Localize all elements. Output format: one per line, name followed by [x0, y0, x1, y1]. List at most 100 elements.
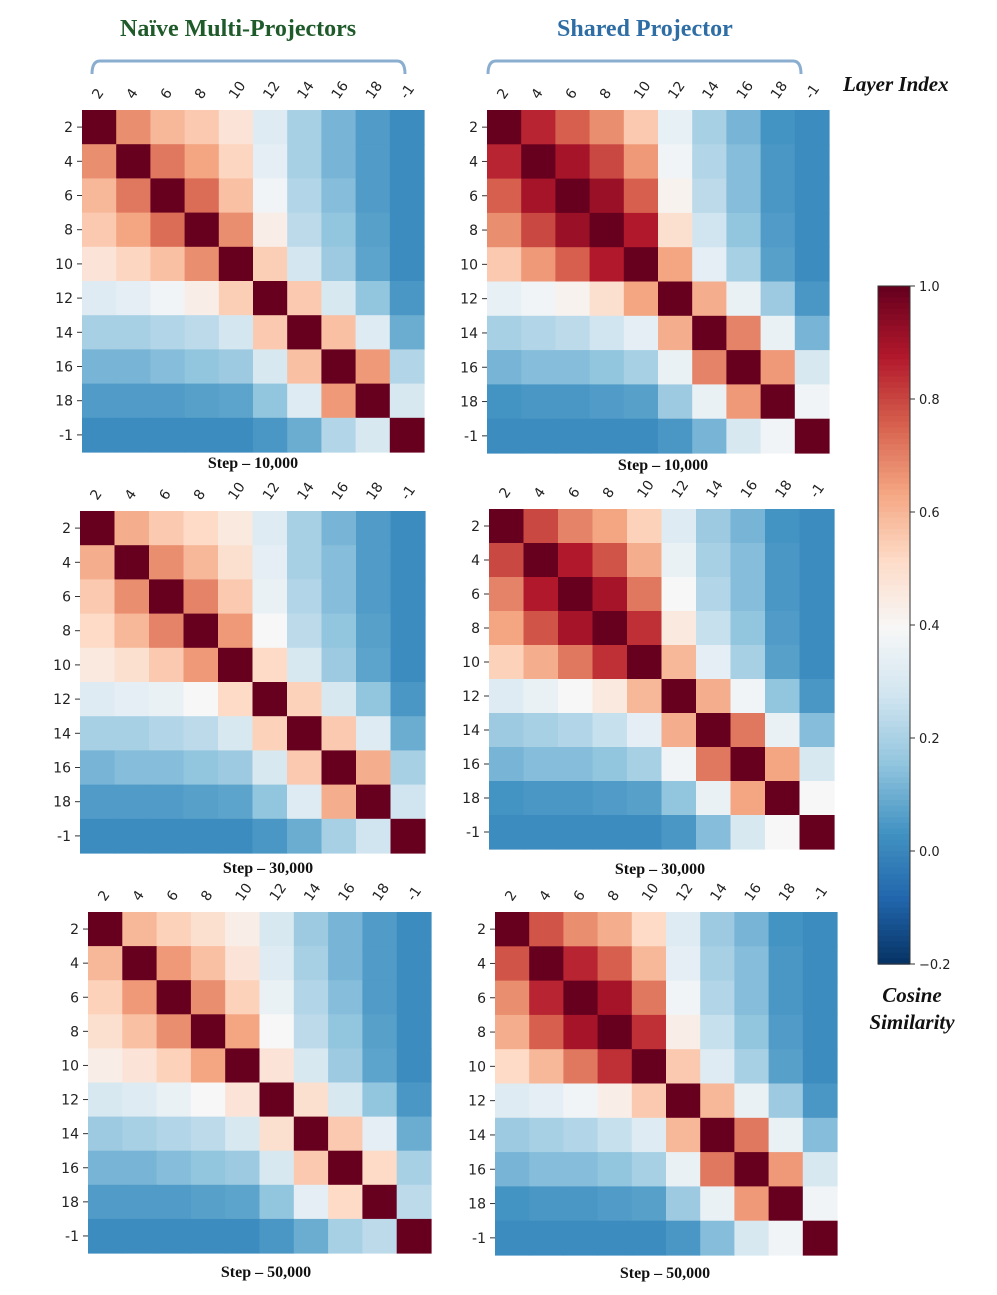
- heatmap-cell: [149, 784, 185, 820]
- heatmap-cell: [253, 144, 288, 179]
- y-tick-label: 8: [62, 624, 71, 640]
- heatmap-cell: [328, 1014, 363, 1049]
- heatmap-cell: [225, 1116, 261, 1152]
- heatmap-cell: [355, 110, 391, 145]
- heatmap-cell: [658, 315, 693, 351]
- colorbar-segment: [878, 342, 910, 349]
- y-tick-label: 10: [468, 1059, 486, 1075]
- heatmap-cell: [794, 350, 830, 385]
- colorbar-segment: [878, 766, 910, 773]
- colorbar-segment: [878, 845, 910, 852]
- heatmap-cell: [156, 1116, 192, 1152]
- heatmap-cell: [355, 178, 391, 214]
- heatmap-cell: [218, 647, 254, 683]
- heatmap-cell: [730, 781, 766, 816]
- heatmap-cell: [765, 509, 801, 544]
- heatmap-cell: [328, 1218, 363, 1254]
- heatmap-cell: [149, 818, 185, 854]
- heatmap-cell: [114, 716, 150, 751]
- heatmap-cell: [321, 545, 357, 580]
- heatmap-cell: [765, 781, 801, 816]
- x-tick-label: 4: [531, 485, 549, 502]
- heatmap-cell: [765, 815, 801, 850]
- heatmap-cell: [627, 509, 663, 544]
- heatmap-cell: [726, 212, 762, 248]
- heatmap-cell: [658, 350, 693, 385]
- heatmap-cell: [631, 980, 667, 1016]
- heatmap-cell: [321, 281, 357, 316]
- heatmap-cell: [631, 946, 667, 982]
- heatmap-cell: [218, 315, 254, 350]
- heatmap-cell: [661, 509, 697, 544]
- heatmap-cell: [521, 110, 556, 145]
- heatmap-cell: [293, 1218, 329, 1254]
- heatmap-cell: [114, 545, 150, 580]
- heatmap-cell: [259, 1048, 295, 1084]
- heatmap-cell: [658, 281, 693, 317]
- x-tick-label: 8: [600, 485, 618, 501]
- heatmap-cell: [362, 1218, 398, 1254]
- heatmap-cell: [726, 144, 762, 180]
- colorbar-segment: [878, 625, 910, 632]
- heatmap-cell: [730, 815, 766, 850]
- x-tick-label: -1: [810, 884, 831, 905]
- x-tick-label: -1: [807, 481, 828, 502]
- y-tick-label: 2: [477, 922, 486, 938]
- y-tick-label: 4: [70, 956, 79, 972]
- heatmap-cell: [661, 713, 697, 748]
- colorbar-title-line1: Cosine: [882, 983, 942, 1007]
- heatmap-cell: [293, 1014, 329, 1049]
- heatmap-cell: [252, 682, 288, 717]
- heatmap-cell: [321, 178, 357, 214]
- heatmap-cell: [156, 1150, 192, 1186]
- heatmap-cell: [592, 543, 628, 578]
- heatmap-cell: [80, 647, 116, 683]
- heatmap-cell: [184, 110, 220, 145]
- heatmap-cell: [631, 1083, 667, 1119]
- heatmap-cell: [356, 579, 392, 615]
- heatmap-cell: [487, 418, 522, 454]
- colorbar-segment: [878, 907, 910, 914]
- heatmap-cell: [259, 1184, 295, 1220]
- heatmap-cell: [389, 212, 425, 248]
- heatmap-cell: [218, 212, 254, 248]
- heatmap-cell: [696, 543, 732, 578]
- heatmap-cell: [589, 350, 625, 385]
- colorbar-segment: [878, 557, 910, 564]
- heatmap-cell: [82, 212, 117, 248]
- colorbar-segment: [878, 828, 910, 835]
- heatmap-cell: [563, 1117, 599, 1153]
- heatmap-cell: [356, 682, 392, 717]
- colorbar-segment: [878, 427, 910, 434]
- heatmap-cell: [700, 980, 735, 1016]
- heatmap-cell: [597, 1049, 633, 1085]
- x-tick-label: 10: [225, 480, 248, 504]
- colorbar-segment: [878, 884, 910, 892]
- colorbar-segment: [878, 800, 910, 807]
- heatmap-cell: [184, 246, 220, 282]
- heatmap-cell: [293, 912, 329, 947]
- heatmap-cell: [122, 1116, 158, 1152]
- heatmap-cell: [122, 1218, 158, 1254]
- heatmap-cell: [623, 281, 659, 317]
- heatmap-cell: [768, 912, 804, 947]
- heatmap-cell: [252, 818, 288, 854]
- heatmap-cell: [692, 384, 727, 420]
- y-tick-label: 2: [64, 120, 73, 136]
- heatmap-cell: [529, 1049, 564, 1085]
- heatmap-cell: [523, 679, 559, 714]
- y-tick-label: 4: [469, 154, 478, 170]
- heatmap-cell: [768, 946, 804, 982]
- heatmap-cell: [328, 1150, 363, 1186]
- heatmap-cell: [495, 946, 530, 982]
- heatmap-cell: [253, 246, 288, 282]
- heatmap-cell: [122, 1184, 158, 1220]
- colorbar-title-line2: Similarity: [869, 1010, 955, 1034]
- heatmap-cell: [328, 912, 363, 947]
- heatmap-cell: [700, 946, 735, 982]
- heatmap-cell: [489, 679, 525, 714]
- y-tick-label: 18: [53, 795, 71, 811]
- heatmap-cell: [521, 418, 556, 454]
- heatmap-cell: [529, 1083, 564, 1119]
- heatmap-cell: [253, 178, 288, 214]
